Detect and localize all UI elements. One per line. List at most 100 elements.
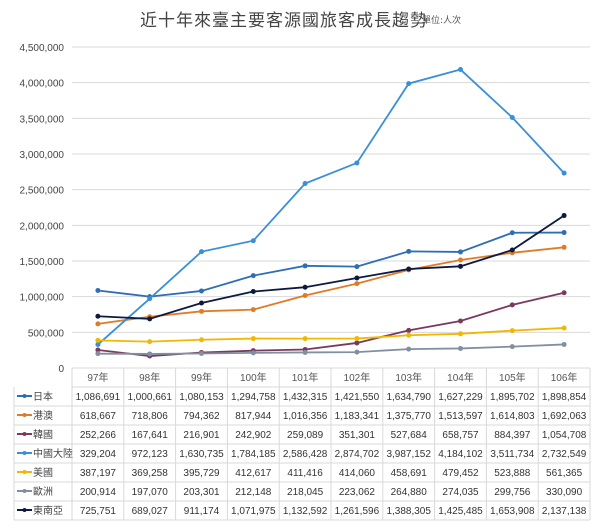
data-point <box>199 300 204 306</box>
table-cell: 2,874,702 <box>335 449 380 460</box>
data-point <box>250 289 256 295</box>
legend-label: 東南亞 <box>33 504 63 517</box>
data-point <box>354 340 360 346</box>
table-cell: 218,045 <box>287 487 324 498</box>
legend-label: 韓國 <box>33 429 53 441</box>
table-cell: 1,627,229 <box>438 392 483 403</box>
table-cell: 1,692,063 <box>542 411 587 422</box>
table-cell: 414,060 <box>339 468 376 479</box>
table-cell: 1,132,592 <box>283 506 328 517</box>
data-point <box>199 350 204 356</box>
table-cell: 259,089 <box>287 430 324 441</box>
data-point <box>458 318 463 324</box>
table-cell: 1,784,185 <box>231 449 276 460</box>
table-cell: 395,729 <box>183 468 220 479</box>
table-cell: 2,137,138 <box>542 506 587 517</box>
table-cell: 1,080,153 <box>179 392 224 403</box>
data-point <box>406 266 412 272</box>
table-cell: 1,388,305 <box>386 506 431 517</box>
data-point <box>509 328 515 334</box>
data-point <box>250 350 256 356</box>
data-point <box>509 114 515 120</box>
y-tick-label: 3,000,000 <box>20 150 65 161</box>
legend-label: 美國 <box>33 466 53 479</box>
legend-marker <box>22 489 27 493</box>
table-cell: 689,027 <box>132 506 169 517</box>
data-point <box>302 284 308 290</box>
table-cell: 1,071,975 <box>231 506 276 517</box>
data-point <box>199 288 204 294</box>
table-cell: 1,614,803 <box>490 411 535 422</box>
data-point <box>199 337 204 343</box>
data-point <box>199 308 204 314</box>
y-tick-label: 1,500,000 <box>20 257 65 268</box>
table-cell: 527,684 <box>391 430 428 441</box>
legend-marker <box>22 508 27 512</box>
table-cell: 3,987,152 <box>386 449 431 460</box>
legend-marker <box>22 432 27 436</box>
data-point <box>406 327 412 333</box>
data-point <box>354 264 360 270</box>
data-point <box>95 337 101 343</box>
table-cell: 2,732,549 <box>542 449 587 460</box>
data-point <box>561 230 567 236</box>
data-point <box>458 345 463 351</box>
table-cell: 618,667 <box>80 411 117 422</box>
y-tick-label: 1,000,000 <box>20 293 65 304</box>
table-cell: 1,653,908 <box>490 506 535 517</box>
table-cell: 387,197 <box>80 468 117 479</box>
table-cell: 167,641 <box>132 430 169 441</box>
legend-marker <box>22 394 27 398</box>
table-cell: 203,301 <box>183 487 220 498</box>
data-point <box>509 302 515 308</box>
x-tick-label: 102年 <box>344 371 371 384</box>
table-cell: 1,261,596 <box>335 506 380 517</box>
table-cell: 561,365 <box>546 468 583 479</box>
y-tick-label: 4,500,000 <box>20 43 65 54</box>
x-tick-label: 104年 <box>447 371 474 384</box>
data-point <box>406 332 412 338</box>
data-point <box>561 170 567 176</box>
data-point <box>147 351 153 357</box>
data-point <box>406 248 412 254</box>
data-point <box>95 287 101 293</box>
legend-label: 港澳 <box>33 409 53 422</box>
data-point <box>147 296 153 302</box>
table-cell: 330,090 <box>546 487 583 498</box>
x-tick-label: 99年 <box>191 371 212 384</box>
data-point <box>406 81 412 87</box>
x-tick-label: 101年 <box>292 371 319 384</box>
data-point <box>561 213 567 219</box>
series-line <box>97 246 565 325</box>
data-point <box>458 257 463 263</box>
series-line <box>97 214 565 320</box>
data-point <box>509 247 515 253</box>
data-point <box>250 238 256 244</box>
data-point <box>458 263 463 269</box>
table-cell: 223,062 <box>339 487 376 498</box>
data-point <box>509 230 515 236</box>
table-cell: 1,086,691 <box>76 392 121 403</box>
data-point <box>95 347 101 353</box>
data-point <box>458 249 463 255</box>
y-tick-label: 3,500,000 <box>20 114 65 125</box>
table-cell: 197,070 <box>132 487 169 498</box>
series-line <box>97 68 565 346</box>
table-cell: 1,054,708 <box>542 430 587 441</box>
legend-label: 日本 <box>33 390 53 403</box>
y-tick-label: 0 <box>58 364 64 375</box>
data-point <box>561 290 567 296</box>
data-point <box>95 342 101 348</box>
data-point <box>354 281 360 287</box>
data-point <box>302 181 308 187</box>
table-cell: 264,880 <box>391 487 428 498</box>
table-cell: 1,000,661 <box>127 392 172 403</box>
data-point <box>250 336 256 342</box>
data-point <box>561 341 567 347</box>
table-cell: 299,756 <box>494 487 531 498</box>
table-cell: 3,511,734 <box>490 449 534 460</box>
table-cell: 458,691 <box>391 468 428 479</box>
data-point <box>302 336 308 342</box>
table-cell: 2,586,428 <box>283 449 328 460</box>
